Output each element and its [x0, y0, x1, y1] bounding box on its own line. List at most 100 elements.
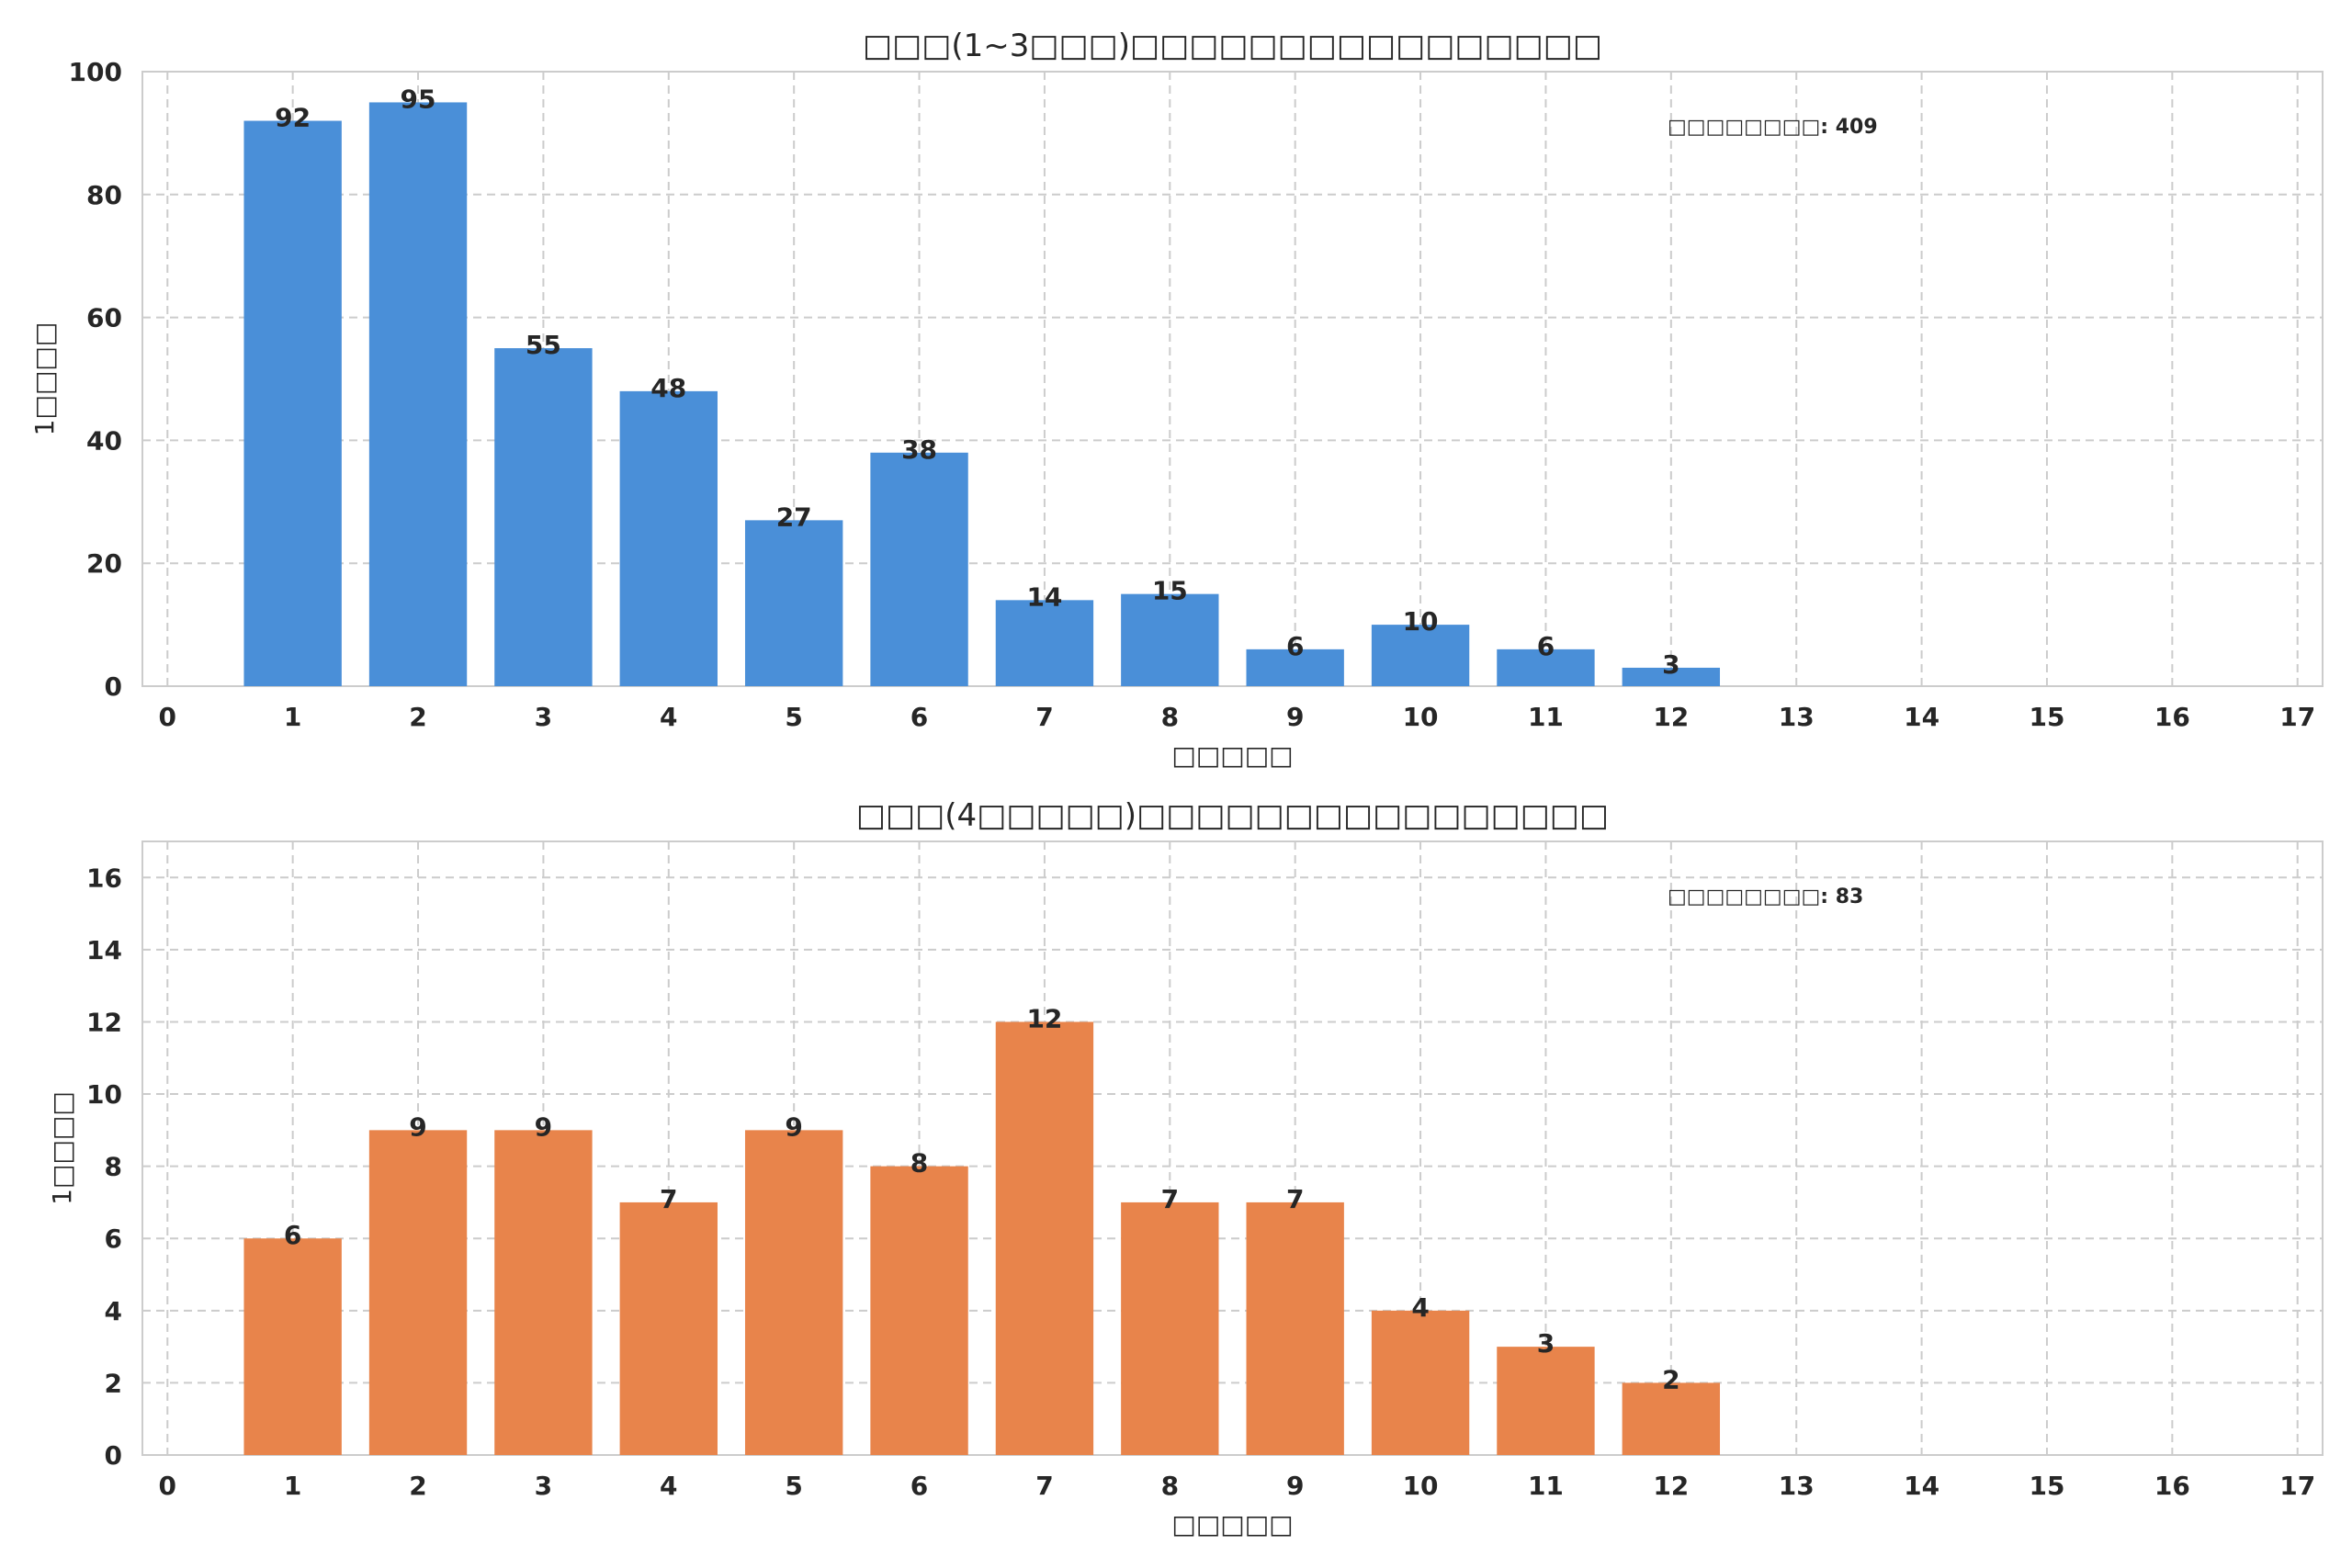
top-chart-ytick-label: 20	[86, 548, 122, 579]
top-chart-xtick-label: 14	[1904, 702, 1939, 732]
top-chart-bar-value-label: 6	[1286, 631, 1304, 661]
bottom-chart-ytick-label: 12	[86, 1007, 122, 1037]
bottom-chart-bar-value-label: 9	[535, 1111, 552, 1142]
top-chart-title: □□□(1~3□□□)□□□□□□□□□□□□□□□□	[863, 28, 1602, 64]
top-chart-bar-value-label: 14	[1026, 581, 1062, 612]
top-chart-xtick-label: 17	[2279, 702, 2315, 732]
top-chart-bar	[243, 120, 342, 686]
bottom-chart-xtick-label: 10	[1403, 1471, 1439, 1501]
bottom-chart-xtick-label: 17	[2279, 1471, 2315, 1501]
top-chart-ytick-label: 0	[105, 671, 122, 702]
top-chart-bar	[619, 390, 718, 686]
bottom-chart-bar-value-label: 9	[785, 1111, 802, 1142]
bottom-chart-bar-value-label: 4	[1411, 1292, 1429, 1323]
bottom-chart-bar-value-label: 6	[284, 1220, 301, 1250]
top-chart-xtick-label: 0	[159, 702, 176, 732]
top-chart-bar-value-label: 48	[650, 373, 686, 403]
bottom-chart-bar	[1371, 1310, 1470, 1455]
top-chart-bar	[870, 452, 968, 686]
top-chart-bar-value-label: 15	[1152, 576, 1188, 606]
bottom-chart-frame	[141, 840, 2324, 1456]
top-chart-bar	[368, 102, 468, 686]
bottom-chart-bar-value-label: 12	[1026, 1003, 1062, 1033]
top-chart-ytick-label: 40	[86, 425, 122, 456]
top-chart-xtick-label: 4	[660, 702, 677, 732]
bottom-chart-bar	[1497, 1347, 1595, 1455]
top-chart-bar-value-label: 10	[1403, 606, 1439, 637]
bottom-chart-ylabel: 1□□□□	[47, 1091, 77, 1205]
bottom-chart-xtick-label: 2	[409, 1471, 426, 1501]
bottom-chart-bar-value-label: 3	[1537, 1328, 1555, 1359]
bottom-chart-bar	[1622, 1382, 1721, 1455]
bottom-chart-xtick-label: 9	[1286, 1471, 1304, 1501]
top-chart-xtick-label: 6	[910, 702, 928, 732]
bottom-chart-xtick-label: 11	[1528, 1471, 1564, 1501]
bottom-chart-bar	[243, 1238, 342, 1455]
top-chart-xtick-label: 11	[1528, 702, 1564, 732]
top-chart-ytick-label: 100	[69, 57, 122, 87]
bottom-chart-bar-value-label: 9	[409, 1111, 426, 1142]
bottom-chart-xtick-label: 7	[1035, 1471, 1053, 1501]
top-chart-xtick-label: 9	[1286, 702, 1304, 732]
top-chart-xtick-label: 12	[1653, 702, 1689, 732]
top-chart-xtick-label: 13	[1779, 702, 1815, 732]
top-chart-xtick-label: 7	[1035, 702, 1053, 732]
bottom-chart-xtick-label: 3	[535, 1471, 552, 1501]
top-chart-xtick-label: 2	[409, 702, 426, 732]
bottom-chart-bar	[1121, 1201, 1219, 1455]
bottom-chart-bar	[368, 1130, 468, 1455]
top-chart-xtick-label: 5	[785, 702, 802, 732]
bottom-chart-ytick-label: 2	[105, 1368, 122, 1398]
bottom-chart-bar	[870, 1166, 968, 1455]
bottom-chart-annotation: □□□□□□□□: 83	[1668, 886, 1863, 908]
bottom-chart-bar	[995, 1021, 1094, 1455]
top-chart-bar	[744, 520, 843, 686]
top-chart-annotation: □□□□□□□□: 409	[1668, 116, 1878, 139]
top-chart-xtick-label: 10	[1403, 702, 1439, 732]
bottom-chart-bar-value-label: 8	[910, 1148, 928, 1179]
bottom-chart-ytick-label: 4	[105, 1296, 122, 1326]
bottom-chart-ytick-label: 14	[86, 935, 122, 965]
top-chart-bar-value-label: 38	[901, 434, 937, 465]
bottom-chart-ytick-label: 16	[86, 863, 122, 893]
top-chart-bar	[1371, 625, 1470, 686]
bottom-chart-xtick-label: 12	[1653, 1471, 1689, 1501]
top-chart-bar-value-label: 6	[1537, 631, 1555, 661]
bottom-chart-xtick-label: 6	[910, 1471, 928, 1501]
top-chart-bar-value-label: 92	[275, 103, 311, 133]
bottom-chart-bar	[744, 1130, 843, 1455]
bottom-chart-bar	[619, 1201, 718, 1455]
bottom-chart-xtick-label: 16	[2154, 1471, 2190, 1501]
top-chart-xlabel: □□□□□	[1171, 740, 1293, 771]
bottom-chart-xtick-label: 8	[1161, 1471, 1179, 1501]
bottom-chart-xtick-label: 4	[660, 1471, 677, 1501]
bottom-chart-bar	[494, 1130, 593, 1455]
bottom-chart-xtick-label: 1	[284, 1471, 301, 1501]
top-chart-bar	[995, 600, 1094, 686]
top-chart-frame	[141, 71, 2324, 687]
top-chart-bar	[1121, 593, 1219, 686]
bottom-chart-bar-value-label: 7	[1161, 1184, 1179, 1214]
top-chart-xtick-label: 8	[1161, 702, 1179, 732]
bottom-chart-xtick-label: 13	[1779, 1471, 1815, 1501]
bottom-chart-bar-value-label: 2	[1662, 1364, 1679, 1394]
top-chart-bar	[1246, 649, 1344, 686]
bottom-chart-xlabel: □□□□□	[1171, 1509, 1293, 1540]
bottom-chart-ytick-label: 8	[105, 1152, 122, 1182]
bottom-chart-bar	[1246, 1201, 1344, 1455]
bottom-chart-xtick-label: 5	[785, 1471, 802, 1501]
bottom-chart-bar-value-label: 7	[660, 1184, 677, 1214]
top-chart-ylabel: 1□□□□	[29, 322, 60, 436]
bottom-chart-xtick-label: 15	[2029, 1471, 2064, 1501]
top-chart-ytick-label: 60	[86, 303, 122, 333]
top-chart-bar-value-label: 3	[1662, 649, 1679, 680]
top-chart-bar-value-label: 27	[776, 502, 812, 532]
bottom-chart-ytick-label: 10	[86, 1079, 122, 1110]
top-chart-bar-value-label: 55	[526, 330, 561, 360]
top-chart-xtick-label: 1	[284, 702, 301, 732]
top-chart-bar-value-label: 95	[401, 84, 436, 114]
